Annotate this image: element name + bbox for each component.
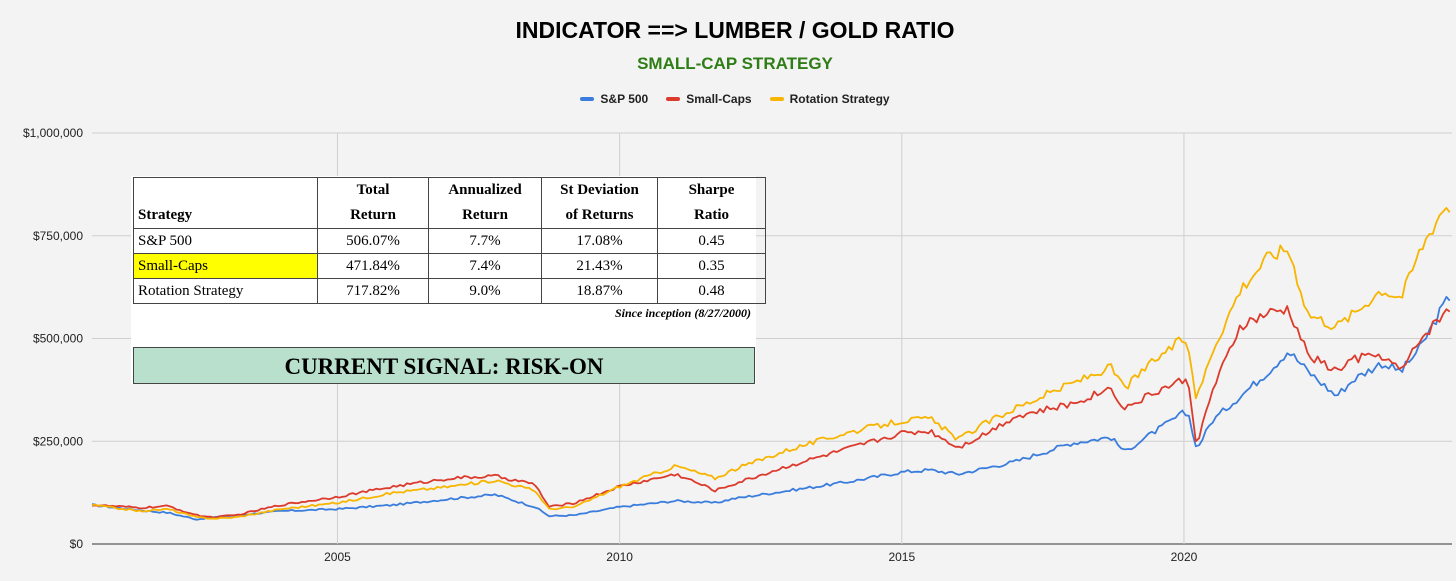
cell-total-return: 717.82% — [317, 278, 429, 304]
cell-sharpe-ratio: 0.48 — [657, 278, 766, 304]
table-row: Rotation Strategy 717.82% 9.0% 18.87% 0.… — [133, 278, 766, 304]
legend-item-sp500: S&P 500 — [580, 92, 648, 106]
cell-st-deviation: 21.43% — [541, 253, 658, 279]
series-line-small-caps — [91, 305, 1451, 519]
y-tick-label: $1,000,000 — [23, 126, 83, 140]
legend-label-small-caps: Small-Caps — [686, 92, 752, 106]
cell-st-deviation: 18.87% — [541, 278, 658, 304]
legend-swatch-rotation — [769, 97, 784, 101]
legend: S&P 500 Small-Caps Rotation Strategy — [0, 92, 1456, 106]
x-tick-label: 2020 — [1171, 550, 1198, 564]
table-row: Small-Caps 471.84% 7.4% 21.43% 0.35 — [133, 253, 766, 279]
x-tick-label: 2005 — [324, 550, 351, 564]
inception-note: Since inception (8/27/2000) — [615, 306, 751, 320]
legend-label-rotation: Rotation Strategy — [789, 92, 890, 106]
header-st-deviation: St Deviation of Returns — [541, 177, 658, 229]
cell-strategy: Rotation Strategy — [133, 278, 318, 304]
y-tick-label: $0 — [70, 537, 84, 551]
legend-item-small-caps: Small-Caps — [666, 92, 752, 106]
x-tick-label: 2010 — [606, 550, 633, 564]
cell-total-return: 506.07% — [317, 228, 429, 254]
legend-label-sp500: S&P 500 — [600, 92, 649, 106]
cell-sharpe-ratio: 0.45 — [657, 228, 766, 254]
cell-st-deviation: 17.08% — [541, 228, 658, 254]
cell-annualized-return: 7.4% — [428, 253, 542, 279]
header-sharpe-ratio: Sharpe Ratio — [657, 177, 766, 229]
header-total-return: Total Return — [317, 177, 429, 229]
legend-swatch-small-caps — [666, 97, 681, 101]
legend-swatch-sp500 — [580, 97, 595, 101]
chart-subtitle: SMALL-CAP STRATEGY — [637, 54, 833, 73]
performance-table: Strategy Total Return Annualized Return St… — [133, 177, 766, 304]
cell-sharpe-ratio: 0.35 — [657, 253, 766, 279]
cell-strategy-highlighted: Small-Caps — [133, 253, 318, 279]
header-strategy: Strategy — [133, 177, 318, 229]
cell-annualized-return: 9.0% — [428, 278, 542, 304]
series-line-s-p-500 — [91, 295, 1451, 521]
y-tick-label: $500,000 — [33, 332, 83, 346]
cell-annualized-return: 7.7% — [428, 228, 542, 254]
legend-item-rotation: Rotation Strategy — [769, 92, 890, 106]
series-line-rotation-strategy — [91, 206, 1451, 520]
cell-total-return: 471.84% — [317, 253, 429, 279]
cell-strategy: S&P 500 — [133, 228, 318, 254]
table-row: S&P 500 506.07% 7.7% 17.08% 0.45 — [133, 228, 766, 254]
y-tick-label: $250,000 — [33, 434, 83, 448]
header-annualized-return: Annualized Return — [428, 177, 542, 229]
chart-title: INDICATOR ==> LUMBER / GOLD RATIO — [515, 17, 955, 43]
x-tick-label: 2015 — [888, 550, 915, 564]
table-header-row: Strategy Total Return Annualized Return St… — [133, 177, 766, 229]
current-signal-banner: CURRENT SIGNAL: RISK-ON — [133, 347, 755, 384]
y-tick-label: $750,000 — [33, 229, 83, 243]
